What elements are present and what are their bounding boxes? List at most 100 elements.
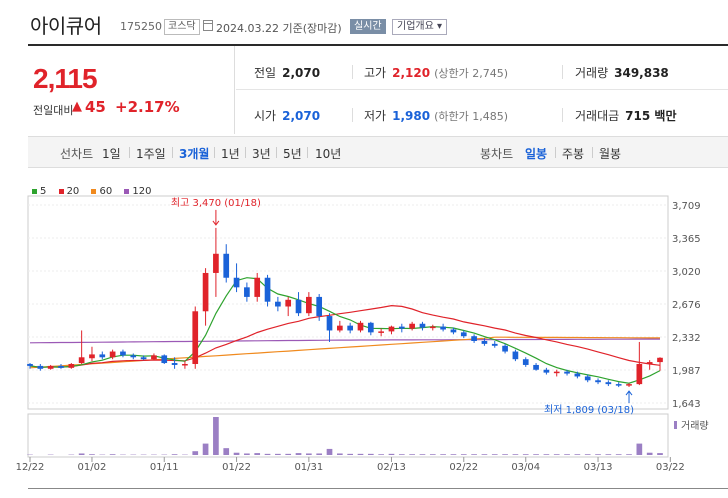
volume-bar bbox=[460, 454, 467, 455]
tab-period-weekly[interactable]: 주봉 bbox=[562, 147, 585, 161]
volume-bar bbox=[244, 453, 250, 455]
candle bbox=[233, 277, 240, 288]
volume-bar bbox=[419, 454, 426, 455]
stat-label: 거래량 bbox=[575, 66, 609, 80]
divider bbox=[592, 147, 593, 158]
candle bbox=[584, 376, 591, 381]
volume-bar bbox=[481, 454, 488, 455]
candle bbox=[564, 371, 570, 374]
y-tick-label: 2,332 bbox=[672, 333, 701, 344]
high-arrow-head bbox=[212, 220, 220, 226]
volume-legend-swatch bbox=[674, 421, 677, 429]
stat-value: 349,838 bbox=[614, 66, 669, 80]
candle bbox=[306, 296, 312, 314]
divider bbox=[307, 147, 308, 158]
candle bbox=[171, 363, 178, 365]
volume-bar bbox=[595, 454, 601, 455]
volume-bar bbox=[213, 417, 219, 455]
candle bbox=[419, 323, 426, 328]
volume-bar bbox=[450, 454, 457, 455]
stat-low: 저가 1,980 (하한가 1,485) bbox=[364, 107, 508, 124]
up-arrow-icon: ▲ bbox=[72, 99, 82, 114]
tab-range-5y[interactable]: 5년 bbox=[283, 147, 302, 161]
volume-bar bbox=[636, 443, 643, 455]
legend-ma20: 20 bbox=[58, 186, 79, 197]
volume-bar bbox=[574, 454, 581, 455]
upper-limit: (상한가 2,745) bbox=[434, 67, 508, 80]
stats-row-divider bbox=[236, 89, 728, 90]
current-price: 2,115 bbox=[33, 63, 98, 94]
volume-bar bbox=[553, 454, 560, 455]
candle bbox=[409, 323, 415, 329]
volume-bar bbox=[584, 454, 591, 455]
candle bbox=[68, 363, 75, 368]
legend-ma60: 60 bbox=[91, 186, 112, 197]
y-tick-label: 3,365 bbox=[672, 234, 701, 245]
legend-label: 60 bbox=[99, 186, 113, 197]
volume-bar bbox=[109, 454, 116, 455]
candle bbox=[615, 384, 622, 386]
tab-range-10y[interactable]: 10년 bbox=[315, 147, 342, 161]
stat-value: 1,980 bbox=[392, 109, 431, 123]
company-name: 아이큐어 bbox=[30, 14, 102, 38]
company-info-button[interactable]: 기업개요 ▾ bbox=[392, 19, 447, 35]
volume-bar bbox=[491, 454, 498, 455]
candle bbox=[595, 380, 601, 383]
ma-legend: 5 20 60 120 bbox=[32, 186, 161, 197]
legend-label: 5 bbox=[40, 186, 47, 197]
ma120-line bbox=[29, 338, 660, 344]
header: 아이큐어 175250 코스닥 2024.03.22 기준(장마감) 실시간 기… bbox=[0, 0, 728, 44]
candle bbox=[460, 332, 467, 337]
tab-range-3m[interactable]: 3개월 bbox=[179, 147, 210, 161]
legend-ma5: 5 bbox=[32, 186, 46, 197]
realtime-button[interactable]: 실시간 bbox=[350, 19, 386, 34]
volume-bar bbox=[543, 454, 550, 455]
candle bbox=[605, 382, 612, 385]
x-tick-label: 01/02 bbox=[78, 462, 107, 473]
candle bbox=[388, 326, 395, 332]
candle bbox=[89, 354, 95, 359]
volume-bar bbox=[357, 453, 364, 455]
candle bbox=[378, 331, 384, 333]
candle bbox=[367, 322, 374, 333]
price-date: 2024.03.22 기준(장마감) bbox=[216, 22, 342, 35]
volume-bar bbox=[440, 454, 446, 455]
tab-range-1y[interactable]: 1년 bbox=[221, 147, 240, 161]
volume-bar bbox=[367, 453, 374, 455]
volume-bar bbox=[347, 453, 354, 455]
stat-amount: 거래대금 715 백만 bbox=[575, 107, 676, 124]
tab-range-3y[interactable]: 3년 bbox=[252, 147, 271, 161]
volume-bar bbox=[605, 454, 612, 455]
tab-range-1d[interactable]: 1일 bbox=[102, 147, 121, 161]
candle bbox=[99, 354, 106, 358]
tab-period-daily[interactable]: 일봉 bbox=[525, 147, 548, 161]
candle bbox=[316, 296, 323, 317]
volume-bar bbox=[564, 454, 570, 455]
volume-bar bbox=[233, 452, 240, 455]
tab-range-1w[interactable]: 1주일 bbox=[136, 147, 166, 161]
stat-volume: 거래량 349,838 bbox=[575, 64, 669, 81]
x-tick-label: 03/22 bbox=[656, 462, 685, 473]
x-tick-label: 01/31 bbox=[294, 462, 323, 473]
candle bbox=[543, 369, 550, 373]
candle bbox=[27, 363, 33, 366]
volume-bar bbox=[326, 448, 333, 455]
candle bbox=[254, 277, 261, 297]
volume-bar bbox=[657, 453, 663, 455]
stock-code: 175250 bbox=[120, 20, 162, 33]
volume-bar bbox=[615, 454, 622, 455]
volume-bar bbox=[202, 443, 209, 455]
volume-bar bbox=[78, 453, 85, 455]
volume-bar bbox=[306, 453, 312, 455]
volume-bar bbox=[223, 448, 230, 455]
volume-bar bbox=[398, 454, 405, 455]
change-label: 전일대비 bbox=[33, 104, 74, 117]
high-annotation: 최고 3,470 (01/18) bbox=[171, 197, 261, 209]
tab-period-monthly[interactable]: 월봉 bbox=[599, 147, 622, 161]
stat-value: 2,070 bbox=[282, 109, 321, 123]
volume-bar bbox=[254, 453, 261, 455]
low-arrow-head bbox=[625, 390, 633, 396]
x-tick-label: 02/22 bbox=[449, 462, 478, 473]
volume-bar bbox=[285, 453, 292, 455]
stat-high: 고가 2,120 (상한가 2,745) bbox=[364, 64, 508, 81]
